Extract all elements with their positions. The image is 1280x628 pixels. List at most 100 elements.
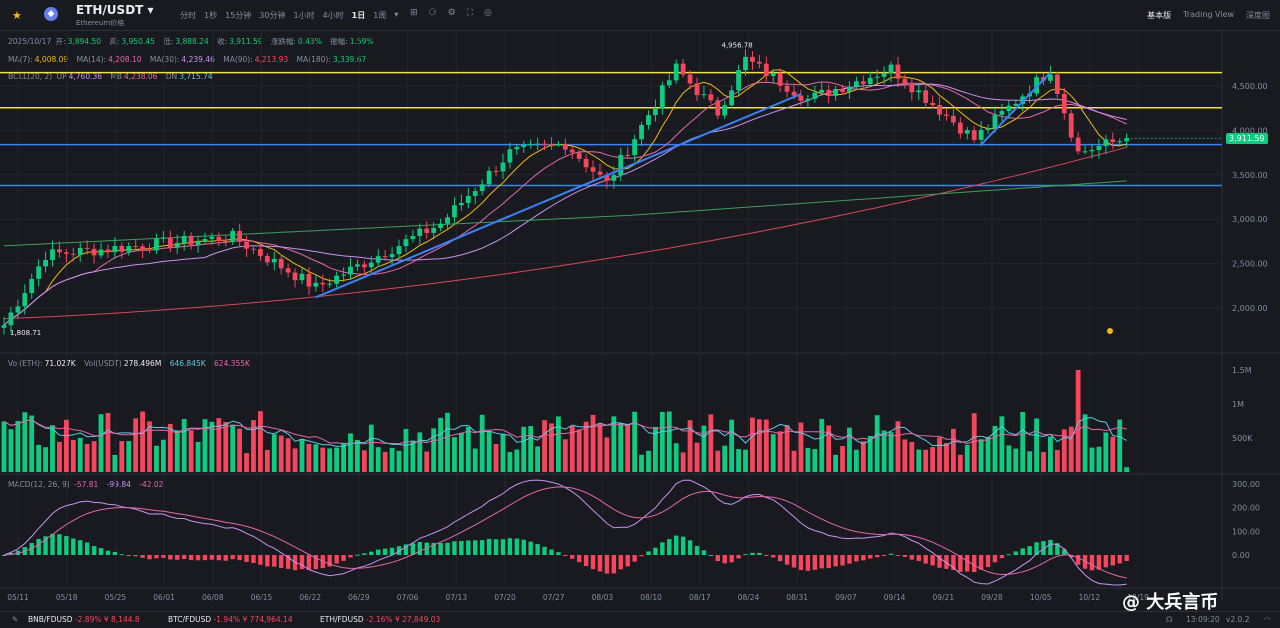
settings-icon[interactable]: ⚙ [447, 8, 456, 18]
volume-bar [264, 449, 270, 472]
macd-bar [847, 555, 852, 564]
volume-bar [216, 418, 222, 472]
volume-bar [625, 423, 631, 472]
candle-body [528, 143, 534, 145]
date-tick-label: 05/11 [7, 593, 29, 602]
tab-view-tradingview[interactable]: Trading View [1183, 10, 1234, 19]
candle-body [722, 105, 728, 116]
date-tick-label: 07/06 [397, 593, 419, 602]
candle-body [1096, 145, 1102, 151]
candle-body [1103, 139, 1109, 146]
macd-legend: MACD(12, 26, 9) -57.81 -99.84 -42.02 [8, 480, 164, 489]
headset-icon[interactable]: ☊ [1166, 615, 1173, 624]
macd-bar [597, 555, 603, 572]
indicator-icon[interactable]: ⊞ [410, 8, 418, 18]
candle-body [278, 258, 284, 269]
tab-interval-1s[interactable]: 1秒 [204, 11, 218, 20]
macd-bar [507, 538, 513, 555]
volume-bar [1103, 432, 1109, 472]
macd-bar [265, 555, 270, 567]
interval-dropdown-icon[interactable]: ▾ [394, 10, 399, 19]
tab-interval-1d[interactable]: 1日 [351, 11, 366, 20]
pair-title[interactable]: ETH/USDT ▾ [76, 3, 154, 17]
ticker-bnb[interactable]: BNB/FDUSD -2.89% ¥ 8,144.8 [28, 615, 140, 624]
date-tick-label: 09/14 [884, 593, 906, 602]
macd-bar [216, 555, 222, 561]
candle-body [937, 104, 942, 115]
volume-bar [708, 414, 714, 472]
macd-bar [750, 552, 755, 555]
macd-bar [660, 542, 665, 555]
volume-bar [521, 426, 527, 472]
macd-bar [382, 548, 388, 555]
macd-bar [937, 555, 942, 568]
candle-body [133, 246, 139, 248]
volume-bar [341, 442, 346, 472]
macd-bar [549, 549, 554, 555]
date-tick-label: 08/17 [689, 593, 711, 602]
tab-interval-15m[interactable]: 15分钟 [225, 11, 252, 20]
volume-bar [105, 413, 111, 472]
candle-body [1068, 113, 1074, 138]
tab-interval-1h[interactable]: 1小时 [293, 11, 315, 20]
macd-bar [355, 554, 360, 556]
favorite-star-icon[interactable]: ★ [12, 9, 22, 22]
macd-bar [784, 555, 790, 565]
volume-bar [237, 428, 243, 472]
candle-body [424, 228, 430, 233]
tab-view-depth[interactable]: 深度图 [1246, 11, 1270, 20]
candle-body [646, 115, 651, 125]
screenshot-icon[interactable]: ◎ [484, 8, 492, 18]
volume-bar [154, 445, 159, 472]
macd-bar [126, 555, 131, 556]
volume-bar [1075, 370, 1081, 472]
candle-body [867, 77, 873, 85]
candle-body [736, 70, 741, 91]
candle-body [209, 236, 215, 239]
tab-interval-4h[interactable]: 4小时 [322, 11, 344, 20]
high-value: 3,950.45 [121, 37, 155, 46]
candle-body [888, 64, 894, 74]
candle-body [410, 236, 416, 240]
edit-icon[interactable]: ✎ [12, 615, 19, 624]
macd-bar [701, 550, 707, 555]
volume-bar [1089, 447, 1095, 472]
volume-bar [978, 439, 984, 472]
ticker-eth[interactable]: ETH/FDUSD -2.16% ¥ 27,849.03 [320, 615, 441, 624]
pair-subtitle: Ethereum价格 [76, 19, 125, 27]
macd-bar [576, 555, 582, 563]
chart-type-icon[interactable]: ⚆ [428, 8, 437, 18]
tab-interval-30m[interactable]: 30分钟 [259, 11, 286, 20]
fullscreen-icon[interactable]: ⛶ [466, 8, 474, 18]
volume-bar [597, 423, 603, 472]
tab-view-basic[interactable]: 基本版 [1147, 11, 1172, 20]
interval-tabs: 分时 1秒 15分钟 30分钟 1小时 4小时 1日 1周 ▾ [180, 10, 406, 21]
candle-body [1, 325, 7, 328]
version-text: v2.0.2 [1226, 615, 1250, 624]
candle-body [701, 94, 707, 96]
candle-body [680, 63, 686, 75]
ticker-btc[interactable]: BTC/FDUSD -1.94% ¥ 774,964.14 [168, 615, 293, 624]
tab-interval-1w[interactable]: 1周 [373, 11, 387, 20]
candle-body [230, 230, 236, 242]
date-tick-label: 05/18 [56, 593, 78, 602]
volume-bar [299, 439, 305, 472]
candle-body [743, 56, 748, 71]
candle-body [826, 89, 832, 96]
volume-bar [888, 432, 894, 472]
macd-bar [992, 555, 998, 563]
volume-ma-line [3, 419, 1127, 445]
macd-bar [244, 555, 249, 562]
tab-interval-time[interactable]: 分时 [180, 11, 196, 20]
volume-bar [230, 424, 236, 472]
candle-body [493, 170, 499, 172]
chart-tools: ⊞ ⚆ ⚙ ⛶ ◎ [410, 8, 503, 18]
volume-bar [292, 448, 298, 472]
candle-body [500, 162, 506, 172]
macd-bar [972, 555, 977, 573]
candle-body [445, 217, 450, 224]
macd-bar [195, 555, 201, 561]
volume-bar [1027, 451, 1033, 472]
macd-bar [798, 555, 804, 570]
